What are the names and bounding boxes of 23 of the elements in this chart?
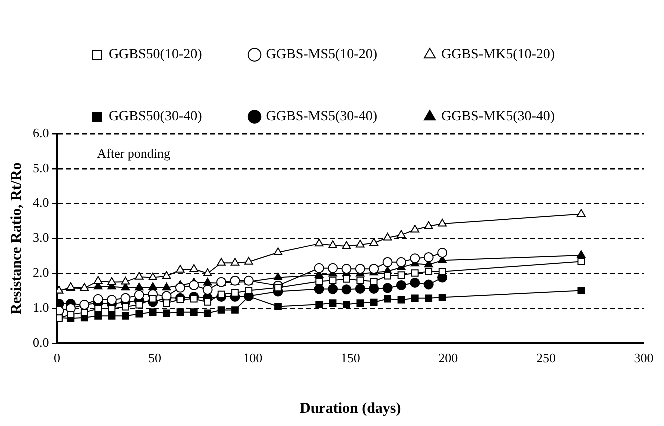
y-tick-label: 6.0	[33, 125, 50, 140]
x-tick-label: 150	[340, 350, 360, 366]
legend-label: GGBS-MK5(10-20)	[442, 48, 556, 63]
x-tick-label: 200	[438, 350, 458, 366]
x-tick-label: 50	[148, 350, 162, 366]
x-tick-label: 100	[243, 350, 263, 366]
legend-label: GGBS-MK5(30-40)	[442, 110, 556, 125]
y-tick-label: 5.0	[33, 160, 50, 176]
annotation: After ponding	[97, 146, 172, 161]
y-tick-label: 1.0	[33, 300, 50, 315]
x-tick-label: 300	[634, 350, 654, 366]
legend-label: GGBS-MS5(10-20)	[266, 48, 378, 63]
legend-label: GGBS-MS5(30-40)	[266, 110, 378, 125]
x-tick-label: 0	[54, 350, 60, 366]
y-tick-label: 4.0	[33, 195, 50, 210]
x-axis-title: Duration (days)	[300, 400, 402, 417]
y-axis-title: Resistance Ratio, Rt/Ro	[8, 162, 25, 315]
y-tick-label: 3.0	[33, 230, 50, 246]
legend-label: GGBS50(30-40)	[108, 110, 203, 125]
y-tick-label: 0.0	[33, 334, 50, 350]
y-tick-label: 2.0	[33, 265, 50, 280]
x-tick-label: 250	[536, 350, 556, 366]
legend-label: GGBS50(10-20)	[108, 48, 203, 63]
